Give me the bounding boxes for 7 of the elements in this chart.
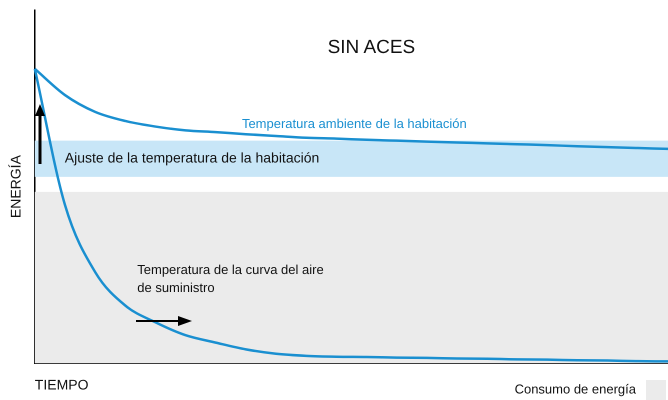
chart-title: SIN ACES [328,37,416,58]
legend-label: Consumo de energía [514,382,637,397]
y-axis-title: ENERGÍA [7,154,24,218]
series-label: Temperatura ambiente de la habitación [242,116,467,132]
x-axis-title: TIEMPO [34,376,89,392]
series-label: Temperatura de la curva del aire de suministro [137,262,324,296]
band-label: Ajuste de la temperatura de la habitación [64,150,320,166]
